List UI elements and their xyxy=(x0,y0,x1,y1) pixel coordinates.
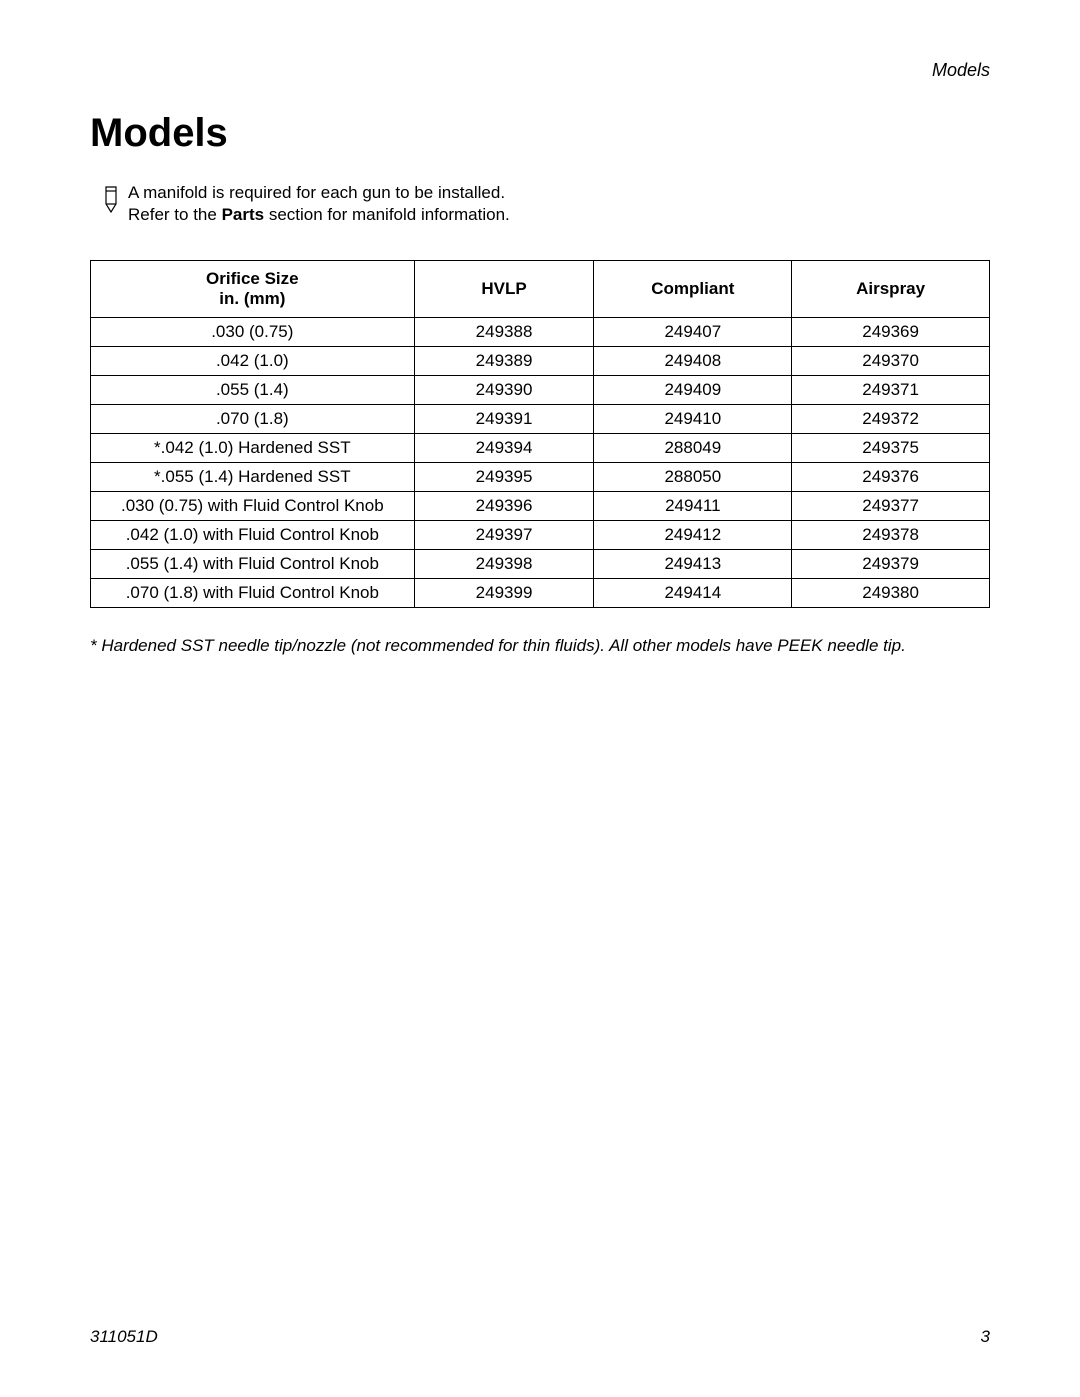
cell-orifice: .030 (0.75) xyxy=(91,318,415,347)
note-line2-bold: Parts xyxy=(222,205,265,224)
cell-compliant: 288050 xyxy=(594,463,792,492)
cell-airspray: 249377 xyxy=(792,492,990,521)
col-header-orifice-l2: in. (mm) xyxy=(99,289,406,309)
cell-orifice: .042 (1.0) xyxy=(91,347,415,376)
note-line2-prefix: Refer to the xyxy=(128,205,222,224)
cell-hvlp: 249389 xyxy=(414,347,594,376)
table-row: .070 (1.8) with Fluid Control Knob249399… xyxy=(91,579,990,608)
header-section-label: Models xyxy=(90,60,990,81)
table-row: .070 (1.8)249391249410249372 xyxy=(91,405,990,434)
cell-compliant: 288049 xyxy=(594,434,792,463)
col-header-orifice: Orifice Size in. (mm) xyxy=(91,261,415,318)
cell-orifice: *.055 (1.4) Hardened SST xyxy=(91,463,415,492)
footer-page-number: 3 xyxy=(981,1327,990,1347)
models-table: Orifice Size in. (mm) HVLP Compliant Air… xyxy=(90,260,990,608)
cell-airspray: 249376 xyxy=(792,463,990,492)
cell-orifice: .042 (1.0) with Fluid Control Knob xyxy=(91,521,415,550)
cell-hvlp: 249390 xyxy=(414,376,594,405)
cell-hvlp: 249398 xyxy=(414,550,594,579)
cell-airspray: 249378 xyxy=(792,521,990,550)
cell-compliant: 249413 xyxy=(594,550,792,579)
cell-compliant: 249412 xyxy=(594,521,792,550)
cell-hvlp: 249388 xyxy=(414,318,594,347)
note-line1: A manifold is required for each gun to b… xyxy=(128,182,510,204)
cell-orifice: *.042 (1.0) Hardened SST xyxy=(91,434,415,463)
table-row: .055 (1.4)249390249409249371 xyxy=(91,376,990,405)
footnote: * Hardened SST needle tip/nozzle (not re… xyxy=(90,636,990,656)
pencil-icon xyxy=(102,184,122,220)
cell-compliant: 249407 xyxy=(594,318,792,347)
cell-airspray: 249369 xyxy=(792,318,990,347)
cell-hvlp: 249396 xyxy=(414,492,594,521)
cell-orifice: .070 (1.8) xyxy=(91,405,415,434)
page-title: Models xyxy=(90,111,990,156)
table-row: *.042 (1.0) Hardened SST2493942880492493… xyxy=(91,434,990,463)
cell-hvlp: 249399 xyxy=(414,579,594,608)
cell-airspray: 249375 xyxy=(792,434,990,463)
table-row: .055 (1.4) with Fluid Control Knob249398… xyxy=(91,550,990,579)
cell-hvlp: 249395 xyxy=(414,463,594,492)
cell-orifice: .055 (1.4) with Fluid Control Knob xyxy=(91,550,415,579)
col-header-orifice-l1: Orifice Size xyxy=(99,269,406,289)
table-body: .030 (0.75)249388249407249369.042 (1.0)2… xyxy=(91,318,990,608)
table-row: .030 (0.75)249388249407249369 xyxy=(91,318,990,347)
col-header-hvlp: HVLP xyxy=(414,261,594,318)
footer-doc-id: 311051D xyxy=(90,1327,158,1347)
cell-compliant: 249411 xyxy=(594,492,792,521)
table-row: .030 (0.75) with Fluid Control Knob24939… xyxy=(91,492,990,521)
page-footer: 311051D 3 xyxy=(90,1327,990,1347)
note-block: A manifold is required for each gun to b… xyxy=(102,182,990,226)
cell-orifice: .070 (1.8) with Fluid Control Knob xyxy=(91,579,415,608)
cell-airspray: 249379 xyxy=(792,550,990,579)
cell-airspray: 249372 xyxy=(792,405,990,434)
cell-compliant: 249409 xyxy=(594,376,792,405)
cell-orifice: .055 (1.4) xyxy=(91,376,415,405)
note-line2: Refer to the Parts section for manifold … xyxy=(128,204,510,226)
cell-hvlp: 249397 xyxy=(414,521,594,550)
cell-hvlp: 249394 xyxy=(414,434,594,463)
cell-orifice: .030 (0.75) with Fluid Control Knob xyxy=(91,492,415,521)
cell-compliant: 249408 xyxy=(594,347,792,376)
table-row: *.055 (1.4) Hardened SST2493952880502493… xyxy=(91,463,990,492)
page: Models Models A manifold is required for… xyxy=(0,0,1080,1397)
col-header-compliant: Compliant xyxy=(594,261,792,318)
table-row: .042 (1.0)249389249408249370 xyxy=(91,347,990,376)
cell-compliant: 249410 xyxy=(594,405,792,434)
col-header-airspray: Airspray xyxy=(792,261,990,318)
note-line2-suffix: section for manifold information. xyxy=(264,205,510,224)
cell-compliant: 249414 xyxy=(594,579,792,608)
cell-airspray: 249370 xyxy=(792,347,990,376)
cell-airspray: 249380 xyxy=(792,579,990,608)
cell-airspray: 249371 xyxy=(792,376,990,405)
table-row: .042 (1.0) with Fluid Control Knob249397… xyxy=(91,521,990,550)
cell-hvlp: 249391 xyxy=(414,405,594,434)
note-text: A manifold is required for each gun to b… xyxy=(128,182,510,226)
table-header-row: Orifice Size in. (mm) HVLP Compliant Air… xyxy=(91,261,990,318)
